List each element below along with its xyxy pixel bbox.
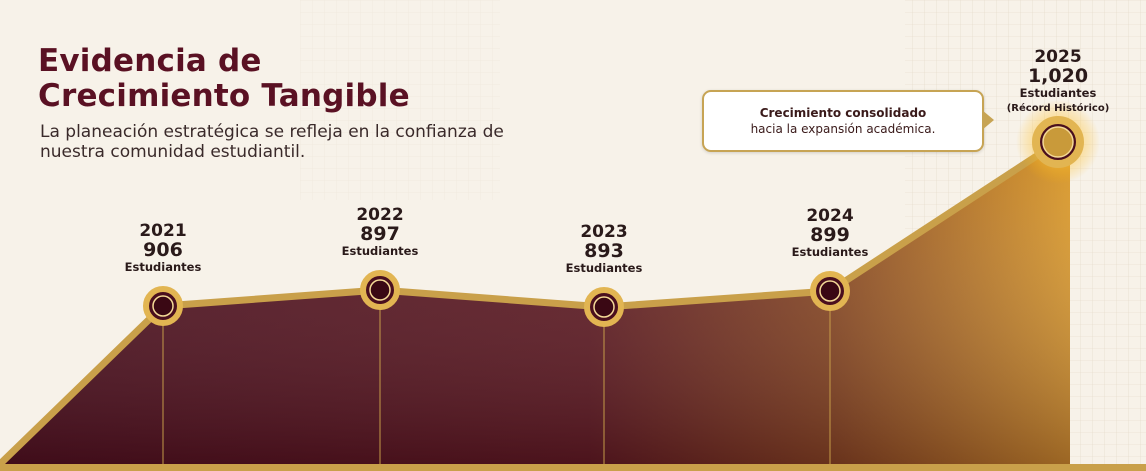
value-label-2022: 897 [360, 223, 400, 245]
callout-heading: Crecimiento consolidado [759, 106, 927, 120]
title-line-1: Evidencia de [38, 43, 262, 79]
callout-box: Crecimiento consolidado hacia la expansi… [702, 90, 994, 152]
data-point-inner-2024 [819, 280, 841, 302]
page-subtitle: La planeación estratégica se refleja en … [40, 122, 504, 162]
unit-label-2023: Estudiantes [566, 261, 643, 275]
data-point-inner-2025 [1042, 126, 1074, 158]
bottom-accent-bar [0, 464, 1146, 471]
grid-texture-left [300, 0, 500, 200]
value-label-2025: 1,020 [1028, 65, 1088, 87]
data-point-inner-2023 [593, 296, 615, 318]
year-label-2024: 2024 [806, 206, 853, 226]
year-label-2021: 2021 [139, 221, 186, 241]
unit-label-2024: Estudiantes [792, 245, 869, 259]
unit-label-2025: Estudiantes [1020, 86, 1097, 100]
page-title: Evidencia de Crecimiento Tangible [38, 44, 598, 114]
value-label-2021: 906 [143, 239, 183, 261]
record-label: (Récord Histórico) [1007, 102, 1110, 114]
year-label-2022: 2022 [356, 205, 403, 225]
value-label-2023: 893 [584, 240, 624, 262]
series-line [0, 139, 1060, 467]
title-line-2: Crecimiento Tangible [38, 78, 410, 114]
unit-label-2022: Estudiantes [342, 244, 419, 258]
year-label-2023: 2023 [580, 222, 627, 242]
value-label-2024: 899 [810, 224, 850, 246]
data-point-inner-2021 [152, 295, 174, 317]
data-point-inner-2022 [369, 279, 391, 301]
unit-label-2021: Estudiantes [125, 260, 202, 274]
year-label-2025: 2025 [1034, 47, 1081, 67]
callout-text: hacia la expansión académica. [750, 122, 936, 136]
